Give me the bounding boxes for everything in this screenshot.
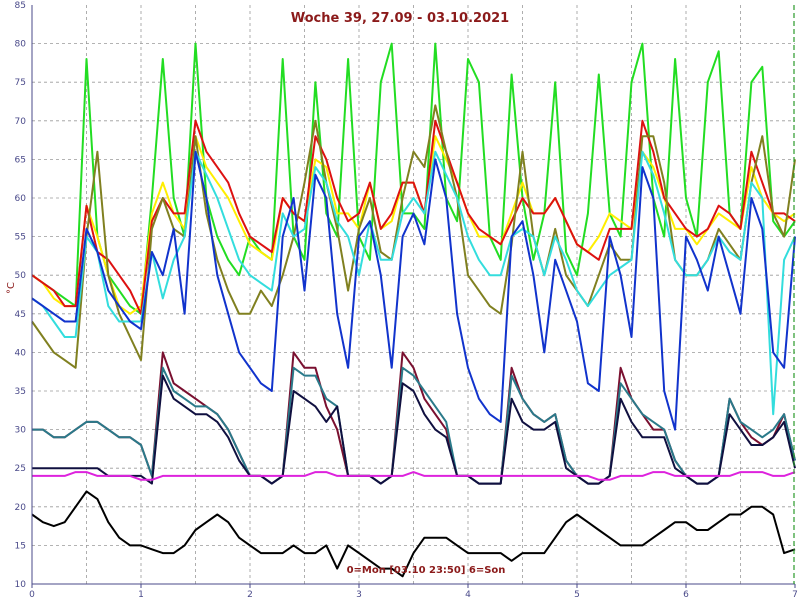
y-tick-label: 85 <box>15 1 26 11</box>
x-tick-label: 6 <box>683 590 689 600</box>
x-tick-label: 4 <box>465 590 471 600</box>
x-tick-label: 2 <box>247 590 253 600</box>
y-axis-label: °C <box>6 282 17 294</box>
y-tick-label: 65 <box>15 155 26 165</box>
y-tick-label: 40 <box>15 348 27 358</box>
y-tick-label: 30 <box>15 426 27 436</box>
chart-title: Woche 39, 27.09 - 03.10.2021 <box>291 11 509 26</box>
series-line-10 <box>32 471 796 481</box>
y-tick-label: 80 <box>15 40 27 50</box>
chart-axes <box>31 5 796 588</box>
y-tick-label: 55 <box>15 233 26 243</box>
x-tick-label: 5 <box>574 590 580 600</box>
series-line-4 <box>31 104 796 369</box>
x-tick-label: 1 <box>138 590 144 600</box>
y-tick-label: 20 <box>15 503 27 513</box>
series-line-5 <box>31 150 796 416</box>
chart-footer-legend: 0=Mon [03.10 23:50] 6=Son <box>347 565 506 576</box>
y-tick-label: 45 <box>15 310 26 320</box>
series-line-11 <box>31 490 796 578</box>
series-line-6 <box>31 150 796 431</box>
y-tick-label: 15 <box>15 541 26 551</box>
x-tick-label: 0 <box>29 590 35 600</box>
y-tick-label: 50 <box>15 271 27 281</box>
chart-grid <box>32 5 795 584</box>
y-tick-label: 70 <box>15 117 27 127</box>
chart-series <box>31 42 796 578</box>
y-tick-label: 75 <box>15 78 26 88</box>
y-tick-label: 25 <box>15 464 26 474</box>
x-tick-label: 3 <box>356 590 362 600</box>
y-tick-label: 35 <box>15 387 26 397</box>
x-tick-label: 7 <box>792 590 798 600</box>
y-tick-label: 10 <box>15 580 27 590</box>
series-line-9 <box>32 374 796 485</box>
y-tick-label: 60 <box>15 194 27 204</box>
